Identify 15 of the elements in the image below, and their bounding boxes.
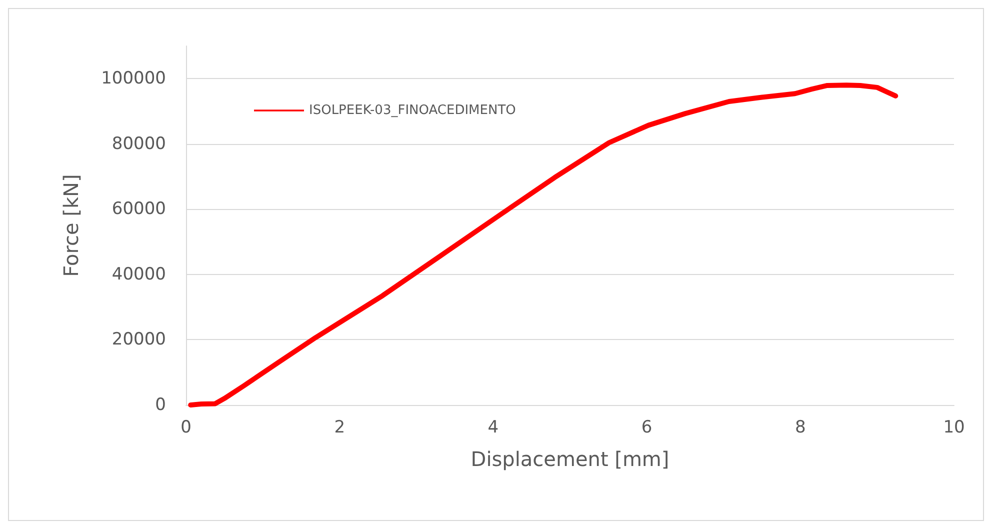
- x-tick-label: 0: [180, 418, 192, 438]
- x-tick-label: 2: [334, 418, 346, 438]
- y-tick-label: 0: [155, 395, 166, 415]
- y-tick-label: 100000: [101, 68, 166, 89]
- x-tick-label: 6: [641, 418, 652, 438]
- y-tick-label: 60000: [112, 199, 166, 220]
- legend-label: ISOLPEEK-03_FINOACEDIMENTO: [309, 103, 516, 118]
- y-tick-label: 20000: [112, 330, 166, 350]
- x-tick-label: 8: [794, 418, 806, 438]
- x-tick-label: 4: [488, 418, 499, 438]
- x-tick-label: 10: [943, 418, 965, 438]
- y-tick-label: 40000: [112, 264, 166, 284]
- x-axis-title: Displacement [mm]: [470, 447, 670, 471]
- y-axis-title: Force [kN]: [59, 174, 83, 277]
- y-tick-label: 80000: [112, 134, 166, 154]
